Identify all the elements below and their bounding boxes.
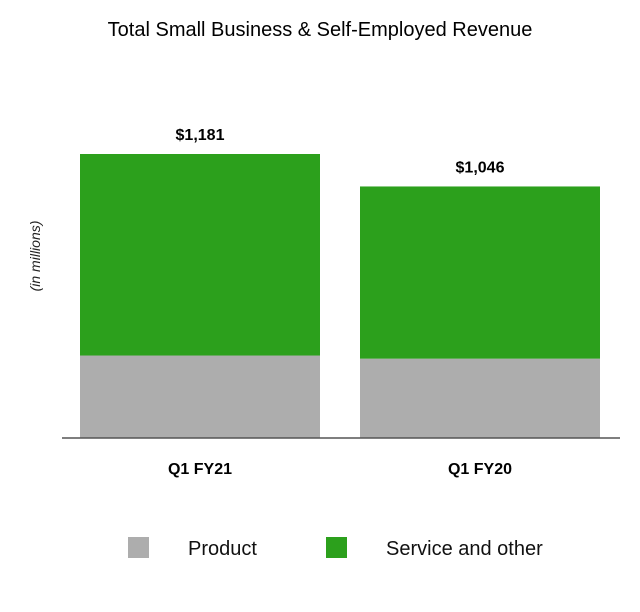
- legend-swatch-service-and-other: [326, 537, 347, 558]
- y-axis-label: (in millions): [27, 221, 43, 292]
- bar-product-q1-fy20: [360, 358, 600, 438]
- legend-label-service-and-other: Service and other: [386, 538, 543, 560]
- value-label-q1-fy21: $1,181: [176, 127, 225, 144]
- x-tick-label-q1-fy20: Q1 FY20: [448, 461, 512, 478]
- legend: Product Service and other: [128, 537, 543, 560]
- chart-title: Total Small Business & Self-Employed Rev…: [108, 19, 533, 41]
- x-tick-label-q1-fy21: Q1 FY21: [168, 461, 232, 478]
- labels-layer: $1,181 Q1 FY21 $1,046 Q1 FY20: [168, 127, 512, 478]
- legend-label-product: Product: [188, 538, 257, 560]
- legend-swatch-product: [128, 537, 149, 558]
- bar-product-q1-fy21: [80, 355, 320, 438]
- value-label-q1-fy20: $1,046: [456, 159, 505, 176]
- bar-service-and-other-q1-fy20: [360, 186, 600, 359]
- bars-layer: [80, 154, 600, 438]
- bar-service-and-other-q1-fy21: [80, 154, 320, 356]
